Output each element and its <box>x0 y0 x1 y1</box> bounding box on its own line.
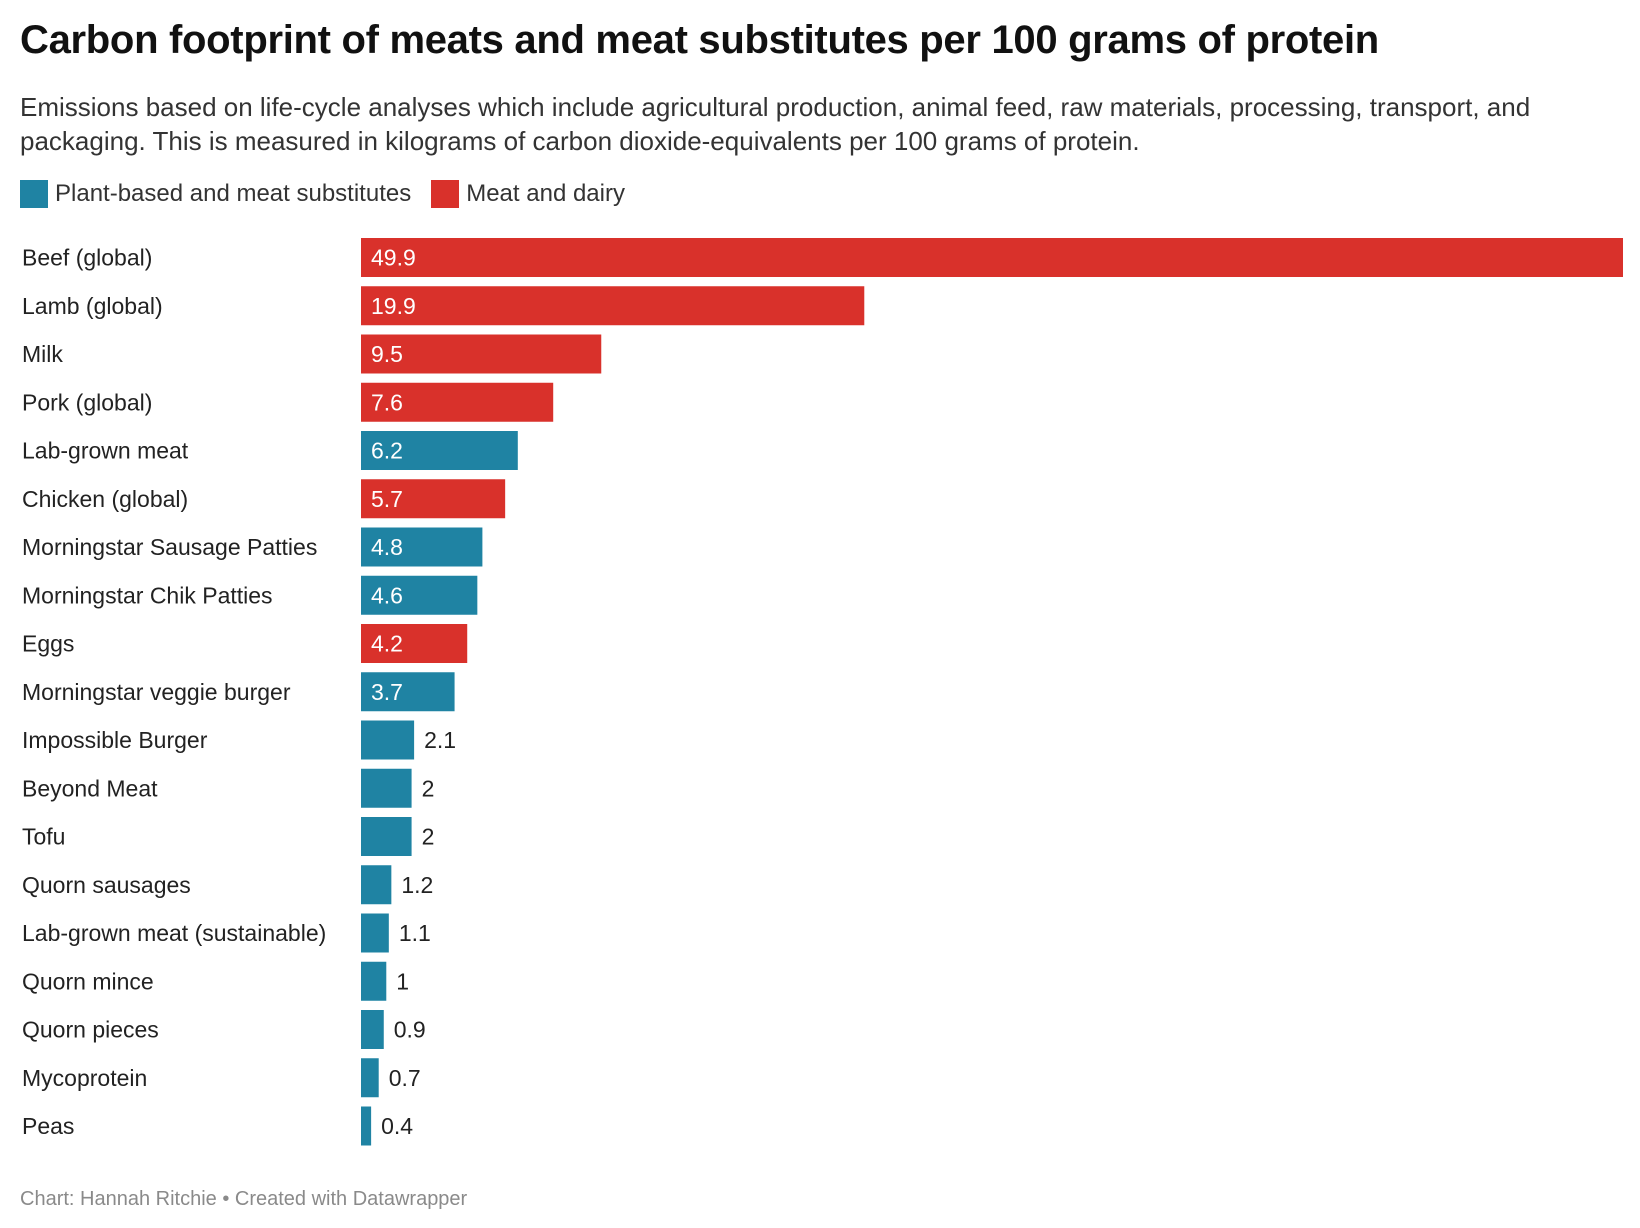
value-label: 5.7 <box>371 486 403 512</box>
chart-footer: Chart: Hannah Ritchie • Created with Dat… <box>20 1188 468 1210</box>
bar <box>361 768 412 808</box>
category-label: Pork (global) <box>22 389 152 415</box>
bar <box>361 913 389 953</box>
value-label: 4.8 <box>371 534 403 560</box>
bar <box>361 1058 379 1098</box>
legend-swatch-meat <box>431 180 460 208</box>
value-label: 3.7 <box>371 679 403 705</box>
category-label: Quorn mince <box>22 968 154 994</box>
bar <box>361 1106 372 1146</box>
value-label: 0.4 <box>381 1113 413 1139</box>
bar <box>361 382 554 422</box>
value-label: 19.9 <box>371 293 416 319</box>
category-label: Morningstar Chik Patties <box>22 582 273 608</box>
bar <box>361 575 478 615</box>
bar <box>361 1010 384 1049</box>
bar <box>361 720 415 760</box>
category-label: Quorn pieces <box>22 1017 159 1043</box>
category-label: Beyond Meat <box>22 775 158 801</box>
category-label: Impossible Burger <box>22 727 208 753</box>
bar <box>361 961 387 1001</box>
value-label: 2.1 <box>424 727 456 753</box>
legend-item-meat: Meat and dairy <box>431 180 625 208</box>
category-label: Lamb (global) <box>22 293 163 319</box>
bar <box>361 431 518 470</box>
chart-title: Carbon footprint of meats and meat subst… <box>20 18 1379 62</box>
category-label: Morningstar veggie burger <box>22 679 291 705</box>
bar <box>361 479 506 519</box>
value-label: 7.6 <box>371 389 403 415</box>
bar-chart: Beef (global) 49.9 Lamb (global) 19.9 Milk 9.… <box>22 238 1623 1146</box>
category-label: Lab-grown meat (sustainable) <box>22 920 326 946</box>
category-label: Mycoprotein <box>22 1065 147 1091</box>
bar <box>361 865 392 905</box>
bar <box>361 817 412 856</box>
bar <box>361 527 483 567</box>
bar <box>361 286 865 326</box>
value-label: 1 <box>396 968 409 994</box>
category-label: Beef (global) <box>22 245 152 271</box>
category-label: Lab-grown meat <box>22 438 189 464</box>
category-label: Quorn sausages <box>22 872 191 898</box>
value-label: 4.2 <box>371 631 403 657</box>
category-label: Milk <box>22 341 63 367</box>
value-label: 6.2 <box>371 438 403 464</box>
legend-label-meat: Meat and dairy <box>466 180 625 207</box>
category-label: Peas <box>22 1113 74 1139</box>
category-label: Chicken (global) <box>22 486 188 512</box>
value-label: 1.1 <box>399 920 431 946</box>
legend-label-plant: Plant-based and meat substitutes <box>55 180 412 207</box>
value-label: 4.6 <box>371 582 403 608</box>
value-label: 9.5 <box>371 341 403 367</box>
chart-subtitle: Emissions based on life-cycle analyses w… <box>20 92 1531 156</box>
legend-item-plant: Plant-based and meat substitutes <box>20 180 411 208</box>
bar <box>361 624 468 663</box>
value-label: 49.9 <box>371 245 416 271</box>
category-label: Eggs <box>22 631 74 657</box>
value-label: 0.7 <box>389 1065 421 1091</box>
value-label: 2 <box>422 824 435 850</box>
bar <box>361 672 455 712</box>
value-label: 1.2 <box>401 872 433 898</box>
value-label: 2 <box>422 775 435 801</box>
category-label: Morningstar Sausage Patties <box>22 534 317 560</box>
bar <box>361 334 602 374</box>
legend: Plant-based and meat substitutes Meat an… <box>20 180 645 208</box>
legend-swatch-plant <box>20 180 48 208</box>
value-label: 0.9 <box>394 1017 426 1043</box>
category-label: Tofu <box>22 824 65 850</box>
bar <box>361 238 1623 277</box>
